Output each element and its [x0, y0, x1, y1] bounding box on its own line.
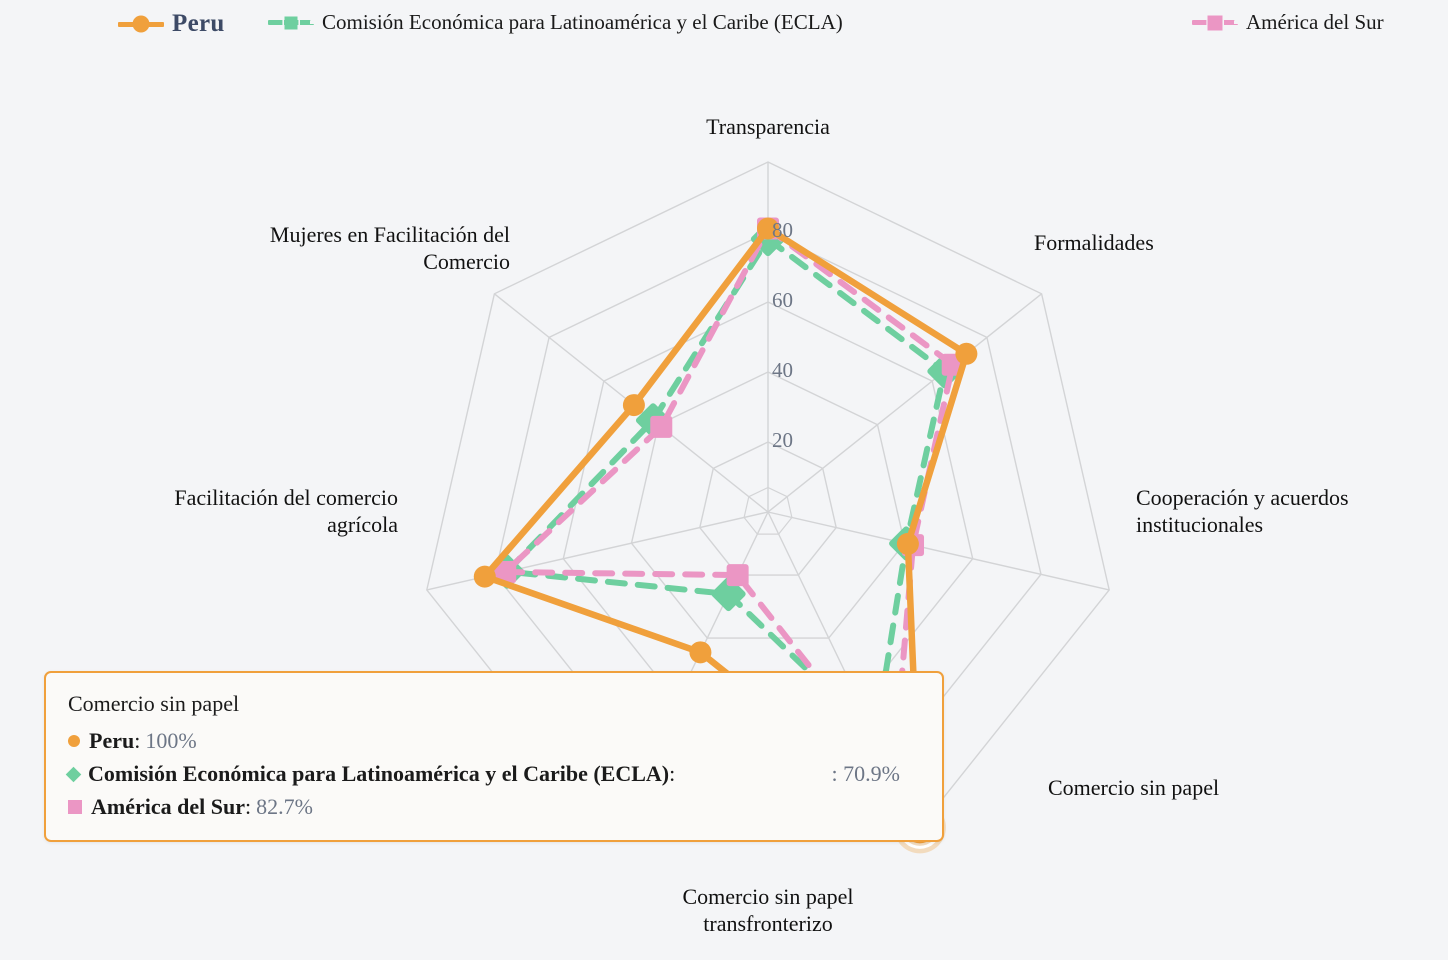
tooltip-title: Comercio sin papel [68, 691, 240, 716]
grid-ring-40 [630, 371, 906, 639]
tooltip-series-value-tail: : 70.9% [831, 761, 900, 786]
series-point-0-6[interactable] [622, 394, 645, 417]
axis-label-4: Comercio sin papel transfronterizo [682, 884, 854, 936]
grid-spoke-1 [767, 293, 1043, 513]
tooltip-series-value: 82.7% [256, 794, 313, 819]
grid-ring-20 [699, 441, 837, 576]
series-point-2-4[interactable] [726, 564, 749, 587]
axis-label-1: Formalidades [1034, 230, 1154, 255]
tooltip-separator: : [669, 761, 676, 786]
tooltip-row-2: América del Sur:82.7% [68, 794, 920, 820]
series-point-0-5[interactable] [473, 565, 496, 588]
legend-item-1[interactable]: Comisión Económica para Latinoamérica y … [268, 10, 843, 35]
tooltip-separator: : [244, 794, 252, 819]
tooltip-rows: Peru:100% Comisión Económica para Latinoa… [65, 728, 920, 820]
legend-marker-square-icon [1192, 14, 1238, 32]
tooltip-series-name: América del Sur [91, 794, 245, 819]
radial-tick-80: 80 [772, 218, 793, 242]
axis-label-3: Comercio sin papel [1048, 775, 1220, 800]
axis-label-6: Mujeres en Facilitación del Comercio [269, 222, 510, 274]
chart-tooltip: Comercio sin papel Peru:100% Comisión Eco… [44, 671, 944, 842]
radial-tick-20: 20 [772, 428, 793, 452]
series-point-0-2[interactable] [896, 532, 919, 555]
tooltip-swatch-square-icon [68, 800, 82, 814]
axis-label-0: Transparencia [706, 114, 830, 139]
series-point-0-1[interactable] [955, 342, 978, 365]
grid-ring-inner [743, 486, 793, 535]
series-line-1 [504, 236, 948, 739]
radial-tick-60: 60 [772, 288, 793, 312]
series-point-0-0[interactable] [757, 217, 779, 240]
tooltip-swatch-circle-icon [68, 735, 80, 747]
series-point-0-4[interactable] [689, 641, 712, 664]
radial-tick-40: 40 [772, 358, 793, 382]
tooltip-series-name: Comisión Económica para Latinoamérica y … [88, 761, 670, 786]
series-point-2-5[interactable] [494, 560, 517, 583]
axis-label-2: Cooperación y acuerdos institucionales [1136, 485, 1349, 537]
legend-label: Comisión Económica para Latinoamérica y … [322, 10, 843, 34]
legend-label: América del Sur [1246, 10, 1384, 34]
tooltip-series-value: 100% [145, 728, 197, 753]
grid-spoke-2 [767, 511, 1110, 591]
tooltip-series-name: Peru [89, 728, 135, 753]
legend-item-0[interactable]: Peru [118, 10, 225, 38]
tooltip-separator: : [134, 728, 141, 753]
tooltip-row-0: Peru:100% [68, 728, 920, 754]
legend-item-2[interactable]: América del Sur [1192, 10, 1384, 35]
tooltip-swatch-diamond-icon [65, 766, 82, 782]
axis-label-5: Facilitación del comercio agrícola [174, 485, 398, 537]
chart-legend: Peru Comisión Económica para Latinoaméric… [0, 0, 1448, 56]
legend-marker-circle-icon [118, 15, 164, 33]
series-point-2-6[interactable] [650, 415, 673, 438]
tooltip-row-1: Comisión Económica para Latinoamérica y … [65, 761, 920, 787]
legend-marker-diamond-icon [268, 14, 314, 32]
legend-label: Peru [172, 10, 225, 37]
